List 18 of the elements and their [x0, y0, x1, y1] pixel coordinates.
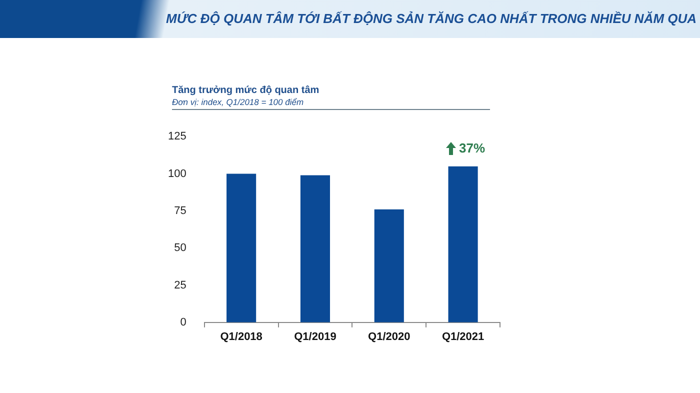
y-tick-label: 75 — [174, 204, 186, 217]
x-tick-label: Q1/2019 — [294, 331, 336, 344]
y-tick-label: 0 — [180, 316, 186, 328]
chart-title: MỨC ĐỘ QUAN TÂM TỚI BẤT ĐỘNG SẢN TĂNG CAO NHẤT TRONG NHIỀU NĂM QUA — [166, 11, 697, 26]
text: Đơn vị: index, Q1/2018 = 100 điểm — [172, 97, 304, 107]
annotation: 37% — [459, 140, 486, 156]
y-tick-label: 25 — [174, 279, 186, 292]
bar — [226, 174, 256, 322]
bar — [448, 166, 478, 322]
x-tick-label: Q1/2018 — [220, 331, 262, 344]
x-tick-label: Q1/2020 — [368, 331, 410, 344]
chart-subtitle: Tăng trưởng mức độ quan tâm — [172, 85, 320, 96]
y-tick-label: 100 — [168, 168, 186, 180]
bar — [374, 209, 404, 322]
y-tick-label: 125 — [168, 130, 186, 143]
x-tick-label: Q1/2021 — [442, 331, 484, 344]
y-tick-label: 50 — [174, 242, 186, 254]
bar — [300, 175, 330, 322]
